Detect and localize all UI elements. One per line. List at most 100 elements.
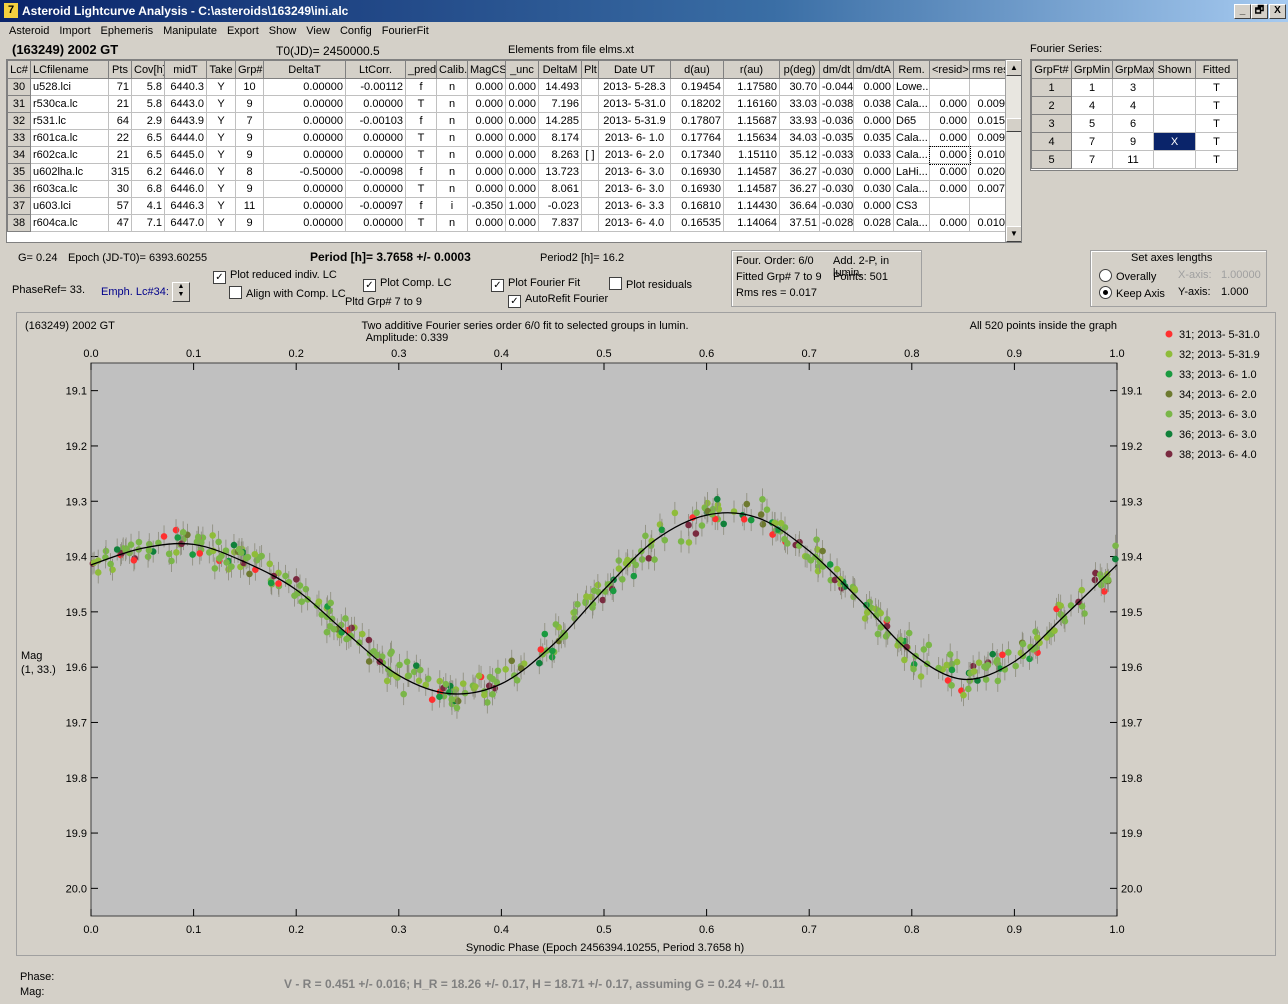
table-cell[interactable]: 4.1	[131, 197, 165, 215]
table-cell[interactable]: 0.038	[853, 95, 894, 113]
table-cell[interactable]: -0.030	[819, 197, 854, 215]
table-cell[interactable]: 0.000	[505, 129, 539, 147]
table-cell[interactable]: T	[405, 95, 437, 113]
period2-value[interactable]: Period2 [h]= 16.2	[540, 252, 625, 264]
table-cell[interactable]: -0.038	[819, 95, 854, 113]
table-cell[interactable]: 33.93	[779, 112, 820, 130]
table-cell[interactable]: 8.263	[538, 146, 582, 164]
table-cell[interactable]: 0.00000	[345, 180, 406, 198]
menu-fourierfit[interactable]: FourierFit	[381, 25, 429, 37]
table-cell[interactable]	[581, 180, 599, 198]
table-cell[interactable]: CS3	[893, 197, 930, 215]
table-cell[interactable]: Cala...	[893, 95, 930, 113]
table-cell[interactable]	[581, 95, 599, 113]
table-cell[interactable]: 0.010	[969, 146, 1008, 164]
table-cell[interactable]: 7.837	[538, 214, 582, 232]
lc-column-header[interactable]: DeltaM	[538, 60, 582, 79]
table-cell[interactable]: 0.000	[928, 145, 971, 165]
table-cell[interactable]	[581, 129, 599, 147]
table-cell[interactable]: 1.15634	[723, 129, 780, 147]
table-cell[interactable]: 0.000	[467, 78, 506, 96]
table-cell[interactable]: 1.15110	[723, 146, 780, 164]
table-cell[interactable]: 2013- 6- 3.0	[598, 180, 671, 198]
table-cell[interactable]: 5	[1071, 114, 1113, 133]
table-cell[interactable]: -0.00097	[345, 197, 406, 215]
lc-table-row[interactable]: 30 u528.lci 71 5.8 6440.3 Y 10 0.00000 -0.00112 f…	[7, 78, 1008, 96]
minimize-button[interactable]: _	[1234, 4, 1251, 19]
table-cell[interactable]: 30.70	[779, 78, 820, 96]
plot-reduced-check-icon[interactable]: ✓	[213, 271, 226, 284]
table-cell[interactable]: 21	[108, 95, 132, 113]
table-cell[interactable]: T	[1195, 96, 1237, 115]
table-cell[interactable]: 8	[235, 163, 264, 181]
table-cell[interactable]: 1.17580	[723, 78, 780, 96]
table-cell[interactable]: 0.035	[853, 129, 894, 147]
table-cell[interactable]: 0.009	[969, 95, 1008, 113]
lc-column-header[interactable]: DeltaT	[263, 60, 346, 79]
table-cell[interactable]: 37.51	[779, 214, 820, 232]
keep-axis-radio-icon[interactable]	[1099, 286, 1112, 299]
table-cell[interactable]: T	[405, 180, 437, 198]
table-cell[interactable]: n	[436, 214, 468, 232]
table-cell[interactable]: 2013- 6- 3.3	[598, 197, 671, 215]
table-cell[interactable]: 0.000	[853, 78, 894, 96]
table-cell[interactable]: 6443.9	[164, 112, 207, 130]
menu-asteroid[interactable]: Asteroid	[9, 25, 50, 37]
table-cell[interactable]: 0.000	[467, 112, 506, 130]
row-header[interactable]: 2	[1031, 96, 1072, 115]
table-cell[interactable]: r603ca.lc	[30, 180, 109, 198]
table-cell[interactable]: u603.lci	[30, 197, 109, 215]
epoch-value[interactable]: Epoch (JD-T0)= 6393.60255	[68, 252, 208, 264]
table-cell[interactable]: 6444.0	[164, 129, 207, 147]
table-cell[interactable]	[969, 197, 1008, 215]
table-cell[interactable]: 0.16810	[670, 197, 724, 215]
lc-column-header[interactable]: Take	[206, 60, 236, 79]
table-cell[interactable]: T	[1195, 78, 1237, 97]
plot-reduced-checkbox[interactable]: ✓ Plot reduced indiv. LC	[213, 269, 337, 284]
x-axis-value[interactable]: 1.00000	[1221, 269, 1261, 281]
table-cell[interactable]: 0.010	[969, 214, 1008, 232]
row-header[interactable]: 3	[1031, 114, 1072, 133]
table-cell[interactable]: 0.17807	[670, 112, 724, 130]
table-cell[interactable]: 36.64	[779, 197, 820, 215]
lc-column-header[interactable]: Grp#	[235, 60, 264, 79]
table-cell[interactable]: 0.000	[929, 214, 970, 232]
table-cell[interactable]: 22	[108, 129, 132, 147]
table-cell[interactable]: 0.00000	[345, 146, 406, 164]
table-cell[interactable]: 1.000	[505, 197, 539, 215]
table-cell[interactable]: 1.16160	[723, 95, 780, 113]
lc-column-header[interactable]: d(au)	[670, 60, 724, 79]
table-cell[interactable]: 0.000	[467, 146, 506, 164]
table-cell[interactable]: 2013- 5-28.3	[598, 78, 671, 96]
table-cell[interactable]: 57	[108, 197, 132, 215]
table-cell[interactable]: 0.00000	[263, 197, 346, 215]
table-cell[interactable]: r601ca.lc	[30, 129, 109, 147]
row-header[interactable]: 1	[1031, 78, 1072, 97]
table-cell[interactable]: 0.000	[505, 112, 539, 130]
row-header[interactable]: 32	[7, 112, 31, 130]
menu-export[interactable]: Export	[226, 25, 259, 37]
table-cell[interactable]: 0.16930	[670, 180, 724, 198]
lc-column-header[interactable]: MagCS	[467, 60, 506, 79]
table-cell[interactable]: -0.00098	[345, 163, 406, 181]
lc-column-header[interactable]: p(deg)	[779, 60, 820, 79]
table-cell[interactable]: 7.196	[538, 95, 582, 113]
table-cell[interactable]: Y	[206, 95, 236, 113]
lc-column-header[interactable]: Calib.	[436, 60, 468, 79]
table-cell[interactable]: r531.lc	[30, 112, 109, 130]
table-cell[interactable]: 64	[108, 112, 132, 130]
table-cell[interactable]: 0.00000	[345, 95, 406, 113]
lc-column-header[interactable]: midT	[164, 60, 207, 79]
table-cell[interactable]: 0.000	[467, 163, 506, 181]
table-cell[interactable]: T	[405, 129, 437, 147]
table-cell[interactable]: 34.03	[779, 129, 820, 147]
table-cell[interactable]: 8.061	[538, 180, 582, 198]
scroll-up-icon[interactable]: ▲	[1006, 60, 1021, 76]
table-cell[interactable]: Y	[206, 146, 236, 164]
lc-column-header[interactable]: <resid>	[929, 60, 970, 79]
table-cell[interactable]: 6445.0	[164, 146, 207, 164]
table-cell[interactable]: -0.030	[819, 180, 854, 198]
autorefit-checkbox[interactable]: ✓ AutoRefit Fourier	[508, 293, 608, 308]
table-cell[interactable]: 10	[235, 78, 264, 96]
